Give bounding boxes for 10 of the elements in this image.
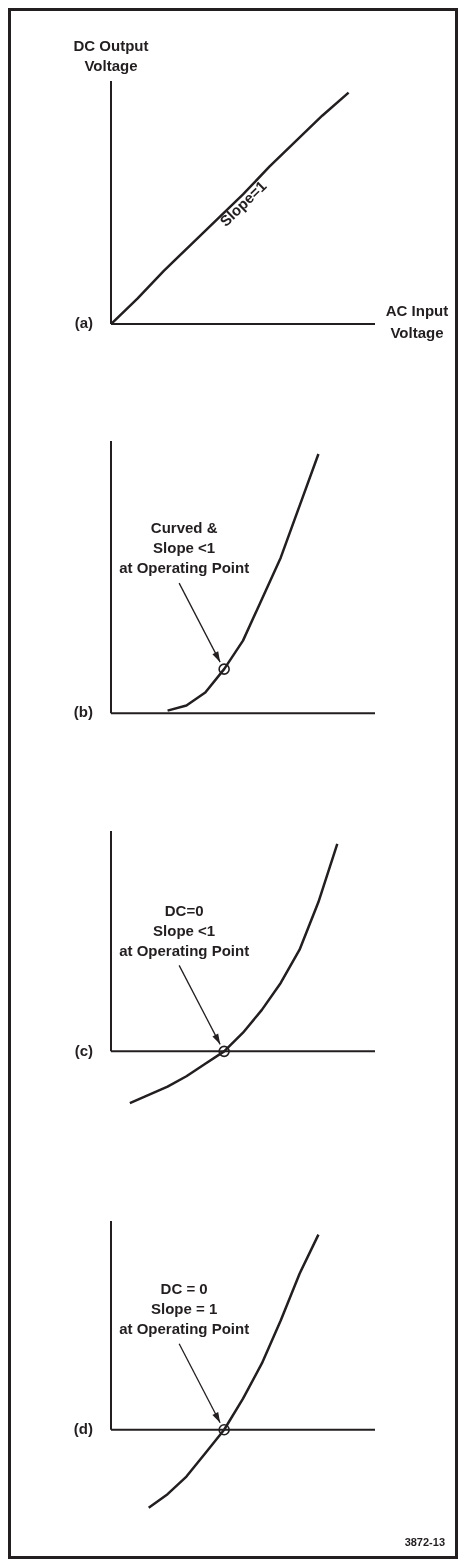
x-axis-title: AC Input Voltage [385, 302, 449, 342]
text: (c) [74, 1041, 93, 1059]
text: 3872-13 [404, 1535, 445, 1548]
y-axis-title: DC Output Voltage [73, 37, 149, 75]
text: (a) [74, 314, 93, 332]
annotation: DC = 0 Slope = 1 at Operating Point [119, 1279, 250, 1337]
annotation: Curved & Slope <1 at Operating Point [119, 519, 250, 577]
text: (b) [73, 703, 93, 721]
text: (d) [73, 1419, 93, 1437]
annotation: DC=0 Slope <1 at Operating Point [119, 901, 250, 959]
